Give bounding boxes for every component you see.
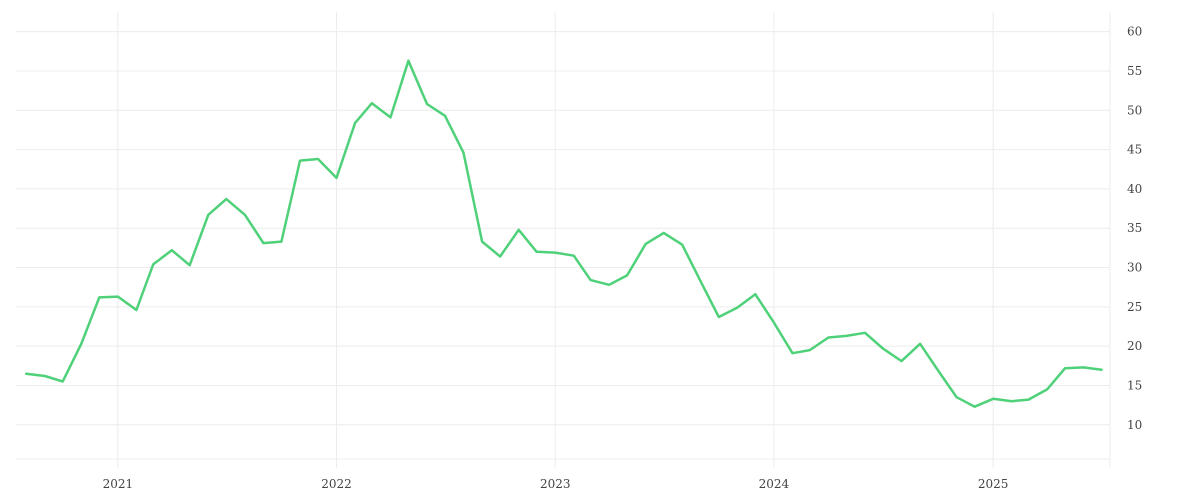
data-point bbox=[807, 348, 812, 353]
data-point bbox=[661, 230, 666, 235]
x-tick-label: 2025 bbox=[978, 477, 1009, 491]
data-point bbox=[480, 239, 485, 244]
series-layer bbox=[24, 58, 1104, 409]
data-point bbox=[261, 241, 266, 246]
data-point bbox=[461, 150, 466, 155]
data-point bbox=[516, 227, 521, 232]
data-point bbox=[315, 157, 320, 162]
x-tick-label: 2021 bbox=[103, 477, 134, 491]
data-point bbox=[607, 282, 612, 287]
data-point bbox=[880, 346, 885, 351]
data-point bbox=[826, 335, 831, 340]
y-tick-label: 50 bbox=[1127, 103, 1142, 117]
y-tick-label: 45 bbox=[1127, 143, 1142, 157]
data-point bbox=[115, 294, 120, 299]
y-tick-label: 10 bbox=[1127, 418, 1142, 432]
data-point bbox=[680, 242, 685, 247]
data-point bbox=[735, 305, 740, 310]
data-point bbox=[424, 101, 429, 106]
data-point bbox=[79, 341, 84, 346]
y-tick-label: 35 bbox=[1127, 221, 1142, 235]
data-point bbox=[151, 262, 156, 267]
data-point bbox=[698, 279, 703, 284]
data-point bbox=[97, 295, 102, 300]
data-point bbox=[169, 248, 174, 253]
y-tick-label: 40 bbox=[1127, 182, 1142, 196]
x-tick-label: 2023 bbox=[540, 477, 571, 491]
data-point bbox=[753, 292, 758, 297]
y-tick-label: 55 bbox=[1127, 64, 1142, 78]
data-point bbox=[716, 315, 721, 320]
y-tick-label: 25 bbox=[1127, 300, 1142, 314]
series-line bbox=[24, 59, 1103, 408]
data-point bbox=[643, 241, 648, 246]
gridlines bbox=[16, 12, 1111, 468]
data-point bbox=[388, 115, 393, 120]
data-point bbox=[1081, 365, 1086, 370]
data-point bbox=[571, 253, 576, 258]
data-point bbox=[24, 371, 29, 376]
data-point bbox=[42, 374, 47, 379]
data-point bbox=[134, 307, 139, 312]
data-point bbox=[1026, 397, 1031, 402]
x-tick-label: 2024 bbox=[759, 477, 790, 491]
y-tick-label: 30 bbox=[1127, 261, 1142, 275]
data-point bbox=[862, 330, 867, 335]
data-point bbox=[242, 212, 247, 217]
data-point bbox=[1063, 366, 1068, 371]
data-point bbox=[844, 333, 849, 338]
data-point bbox=[553, 250, 558, 255]
y-tick-label: 60 bbox=[1127, 25, 1142, 39]
data-point bbox=[534, 249, 539, 254]
data-point bbox=[936, 368, 941, 373]
y-tick-label: 20 bbox=[1127, 339, 1142, 353]
data-point bbox=[224, 197, 229, 202]
data-point bbox=[369, 101, 374, 106]
data-point bbox=[790, 351, 795, 356]
data-point bbox=[1045, 387, 1050, 392]
x-axis: 2021 2022 2023 2024 2025 bbox=[103, 477, 1009, 491]
data-point bbox=[972, 404, 977, 409]
data-point bbox=[297, 158, 302, 163]
data-point bbox=[353, 120, 358, 125]
data-point bbox=[1009, 399, 1014, 404]
data-point bbox=[498, 254, 503, 259]
y-tick-label: 15 bbox=[1127, 378, 1142, 392]
data-point bbox=[60, 379, 65, 384]
data-point bbox=[187, 263, 192, 268]
data-point bbox=[1099, 367, 1104, 372]
data-point bbox=[899, 359, 904, 364]
data-point bbox=[625, 273, 630, 278]
data-point bbox=[334, 175, 339, 180]
data-point bbox=[279, 239, 284, 244]
data-point bbox=[991, 396, 996, 401]
x-tick-label: 2022 bbox=[321, 477, 352, 491]
data-point bbox=[954, 395, 959, 400]
y-axis: 10 15 20 25 30 35 40 45 50 55 60 bbox=[1127, 25, 1142, 432]
data-point bbox=[918, 341, 923, 346]
data-point bbox=[206, 212, 211, 217]
data-point bbox=[588, 278, 593, 283]
data-point bbox=[406, 58, 411, 63]
data-point bbox=[442, 113, 447, 118]
data-point bbox=[771, 320, 776, 325]
